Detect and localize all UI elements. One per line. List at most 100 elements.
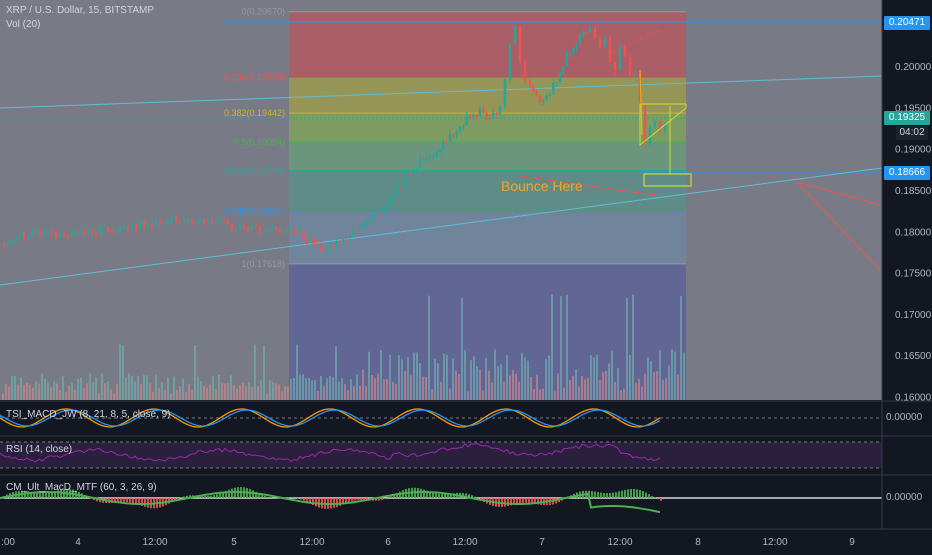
- candle-body: [3, 243, 5, 245]
- symbol-title[interactable]: XRP / U.S. Dollar, 15, BITSTAMP: [6, 5, 154, 16]
- macd-histogram-bar: [264, 496, 266, 498]
- volume-bar: [374, 378, 376, 400]
- candle-body: [389, 198, 391, 206]
- candle-body: [379, 214, 381, 215]
- volume-bar: [53, 382, 55, 400]
- candle-body: [325, 250, 327, 251]
- bounce-annotation[interactable]: Bounce Here: [501, 178, 583, 194]
- candle-body: [155, 220, 157, 226]
- volume-bar: [284, 386, 286, 400]
- volume-bar: [593, 357, 595, 400]
- candle-body: [291, 229, 293, 232]
- volume-bar: [617, 368, 619, 400]
- candle-body: [139, 221, 141, 228]
- macd-histogram-bar: [639, 490, 641, 498]
- volume-bar: [254, 345, 256, 400]
- volume-bar: [476, 366, 478, 400]
- volume-bar: [599, 380, 601, 400]
- volume-bar: [566, 295, 568, 400]
- candle-body: [529, 80, 531, 87]
- volume-bar: [77, 379, 79, 400]
- volume-bar: [575, 369, 577, 400]
- macd-histogram-bar: [48, 492, 50, 498]
- candle-body: [103, 228, 105, 229]
- volume-bar: [263, 345, 265, 400]
- candle-body: [19, 233, 21, 238]
- volume-bar: [308, 378, 310, 400]
- candle-body: [465, 116, 467, 125]
- fib-zone-band: [289, 113, 686, 142]
- candle-body: [634, 73, 636, 74]
- x-tick-label: 7: [539, 537, 545, 548]
- volume-bar: [14, 376, 16, 400]
- candle-body: [555, 82, 557, 83]
- macd-histogram-bar: [522, 498, 524, 503]
- tsi-macd-title[interactable]: TSI_MACD_JW (8, 21, 8, 5, close, 9): [6, 409, 171, 420]
- candle-body: [227, 222, 229, 224]
- volume-bar: [656, 371, 658, 400]
- volume-bar: [350, 379, 352, 400]
- candle-body: [629, 57, 631, 75]
- volume-bar: [425, 377, 427, 400]
- candle-body: [271, 228, 273, 231]
- candle-body: [79, 230, 81, 231]
- volume-bar: [407, 357, 409, 400]
- candle-body: [15, 238, 17, 240]
- volume-bar: [584, 380, 586, 400]
- volume-bar: [596, 355, 598, 400]
- candle-body: [247, 228, 249, 231]
- candle-body: [562, 67, 564, 73]
- volume-bar: [68, 385, 70, 400]
- macd-histogram-bar: [144, 498, 146, 507]
- volume-bar: [326, 378, 328, 400]
- volume-bar: [104, 383, 106, 400]
- volume-bar: [398, 355, 400, 400]
- candle-body: [342, 238, 344, 242]
- volume-bar: [365, 386, 367, 400]
- volume-bar: [218, 375, 220, 400]
- macd-histogram-bar: [615, 492, 617, 498]
- candle-body: [609, 38, 611, 62]
- volume-bar: [536, 375, 538, 400]
- volume-bar: [47, 383, 49, 400]
- volume-bar: [29, 385, 31, 400]
- macd-histogram-bar: [267, 497, 269, 498]
- volume-bar: [452, 358, 454, 400]
- candle-body: [432, 155, 434, 157]
- candle-body: [7, 243, 9, 246]
- volume-bar: [437, 363, 439, 400]
- volume-bar: [266, 394, 268, 400]
- macd-histogram-bar: [648, 494, 650, 498]
- volume-bar: [230, 375, 232, 400]
- volume-bar: [497, 366, 499, 400]
- candle-body: [385, 205, 387, 208]
- macd-histogram-bar: [129, 498, 131, 502]
- volume-bar: [287, 387, 289, 400]
- candle-body: [462, 125, 464, 126]
- macd-histogram-bar: [621, 491, 623, 498]
- candle-body: [572, 48, 574, 53]
- candle-body: [305, 237, 307, 242]
- candle-body: [439, 150, 441, 152]
- volume-bar: [386, 379, 388, 400]
- volume-bar: [50, 387, 52, 400]
- volume-bar: [530, 377, 532, 400]
- volume-bar: [416, 352, 418, 400]
- candle-body: [283, 232, 285, 233]
- volume-bar: [329, 376, 331, 400]
- volume-bar: [389, 355, 391, 400]
- rsi-title[interactable]: RSI (14, close): [6, 444, 72, 455]
- candle-body: [199, 220, 201, 222]
- cm-macd-title[interactable]: CM_Ult_MacD_MTF (60, 3, 26, 9): [6, 482, 157, 493]
- macd-histogram-bar: [381, 498, 383, 500]
- volume-indicator-label[interactable]: Vol (20): [6, 19, 40, 30]
- candle-body: [372, 215, 374, 219]
- candle-body: [223, 221, 225, 222]
- candle-body: [23, 233, 25, 238]
- candle-body: [312, 238, 314, 244]
- volume-bar: [422, 377, 424, 400]
- volume-bar: [17, 384, 19, 400]
- volume-bar: [668, 366, 670, 400]
- candle-body: [195, 222, 197, 223]
